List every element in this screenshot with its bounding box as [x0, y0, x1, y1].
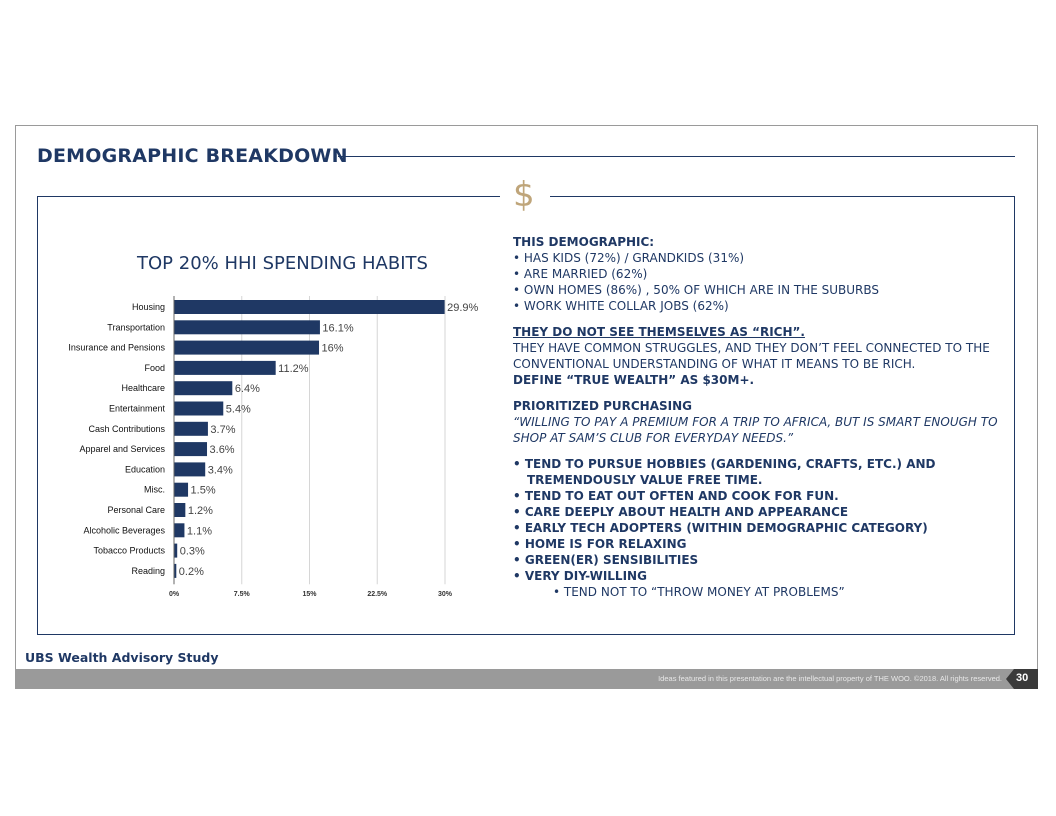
- footer-bar: Ideas featured in this presentation are …: [15, 669, 1038, 689]
- category-label: Entertainment: [109, 404, 166, 414]
- x-tick-label: 0%: [169, 591, 180, 598]
- rich-define: DEFINE “TRUE WEALTH” AS $30M+.: [513, 373, 755, 387]
- category-label: Apparel and Services: [79, 444, 165, 454]
- category-label: Food: [144, 363, 165, 373]
- category-label: Housing: [132, 302, 165, 312]
- category-label: Transportation: [107, 322, 165, 332]
- category-label: Reading: [131, 566, 165, 576]
- value-label: 11.2%: [278, 363, 309, 375]
- x-tick-label: 7.5%: [234, 591, 251, 598]
- bar: [174, 381, 233, 396]
- category-label: Cash Contributions: [88, 424, 165, 434]
- category-label: Misc.: [144, 485, 165, 495]
- value-label: 3.4%: [208, 464, 233, 476]
- bar: [174, 340, 320, 355]
- category-label: Education: [125, 464, 165, 474]
- value-label: 6.4%: [235, 383, 260, 395]
- value-label: 1.2%: [188, 505, 213, 517]
- purchasing-heading: PRIORITIZED PURCHASING: [513, 399, 693, 413]
- value-label: 1.1%: [187, 525, 212, 537]
- bar: [174, 523, 185, 538]
- bar: [174, 503, 186, 517]
- spending-bar-chart: 0% 7.5% 15% 22.5% 30% Housing 29.9% Transportat…: [68, 296, 479, 598]
- copyright-text: Ideas featured in this presentation are …: [658, 674, 1002, 683]
- panel-gap: [500, 186, 550, 210]
- value-label: 1.5%: [191, 485, 216, 497]
- demo-item: • ARE MARRIED (62%): [513, 267, 648, 281]
- page-number-badge: [1006, 669, 1038, 689]
- sub-trait-item: • TEND NOT TO “THROW MONEY AT PROBLEMS”: [553, 585, 845, 599]
- trait-item: • TEND TO PURSUE HOBBIES (GARDENING, CRA…: [513, 457, 936, 487]
- bar: [174, 360, 276, 375]
- trait-item: • CARE DEEPLY ABOUT HEALTH AND APPEARANC…: [513, 505, 849, 519]
- bar: [174, 462, 206, 477]
- demographic-notes: THIS DEMOGRAPHIC: • HAS KIDS (72%) / GRA…: [513, 234, 1003, 600]
- x-tick-label: 30%: [438, 591, 453, 598]
- category-label: Insurance and Pensions: [68, 343, 165, 353]
- value-label: 0.3%: [180, 546, 205, 558]
- value-label: 0.2%: [179, 566, 204, 578]
- rich-heading: THEY DO NOT SEE THEMSELVES AS “RICH”.: [513, 325, 805, 339]
- bar: [174, 442, 208, 457]
- bar: [174, 320, 320, 335]
- trait-item: • EARLY TECH ADOPTERS (WITHIN DEMOGRAPHI…: [513, 521, 928, 535]
- chart-title: TOP 20% HHI SPENDING HABITS: [137, 253, 428, 274]
- category-label: Alcoholic Beverages: [83, 525, 165, 535]
- bar: [174, 563, 177, 578]
- value-label: 16.1%: [322, 322, 353, 334]
- trait-item: • HOME IS FOR RELAXING: [513, 537, 687, 551]
- trait-item: • TEND TO EAT OUT OFTEN AND COOK FOR FUN…: [513, 489, 839, 503]
- bar: [174, 401, 224, 416]
- demo-item: • WORK WHITE COLLAR JOBS (62%): [513, 299, 729, 313]
- bar: [174, 421, 208, 436]
- demo-item: • OWN HOMES (86%) , 50% OF WHICH ARE IN …: [513, 283, 880, 297]
- category-label: Tobacco Products: [93, 546, 165, 556]
- trait-item: • GREEN(ER) SENSIBILITIES: [513, 553, 699, 567]
- value-label: 3.7%: [210, 424, 235, 436]
- page-number: 30: [1016, 672, 1029, 684]
- value-label: 16%: [322, 343, 344, 355]
- category-label: Personal Care: [107, 505, 165, 515]
- title-divider: [338, 156, 1015, 157]
- page-title: DEMOGRAPHIC BREAKDOWN: [37, 145, 348, 167]
- source-label: UBS Wealth Advisory Study: [25, 650, 219, 665]
- bar: [174, 543, 178, 558]
- rich-body: THEY HAVE COMMON STRUGGLES, AND THEY DON…: [513, 341, 990, 371]
- bar: [174, 482, 189, 497]
- trait-item: • VERY DIY-WILLING: [513, 569, 647, 583]
- dollar-icon: $: [513, 175, 535, 215]
- demo-item: • HAS KIDS (72%) / GRANDKIDS (31%): [513, 251, 745, 265]
- value-label: 29.9%: [447, 302, 478, 314]
- x-tick-label: 15%: [302, 591, 317, 598]
- x-tick-label: 22.5%: [367, 591, 388, 598]
- category-label: Healthcare: [121, 383, 165, 393]
- demo-heading: THIS DEMOGRAPHIC:: [513, 235, 655, 249]
- value-label: 3.6%: [210, 444, 235, 456]
- bar: [174, 300, 445, 314]
- value-label: 5.4%: [226, 404, 251, 416]
- purchasing-quote: “WILLING TO PAY A PREMIUM FOR A TRIP TO …: [513, 415, 998, 445]
